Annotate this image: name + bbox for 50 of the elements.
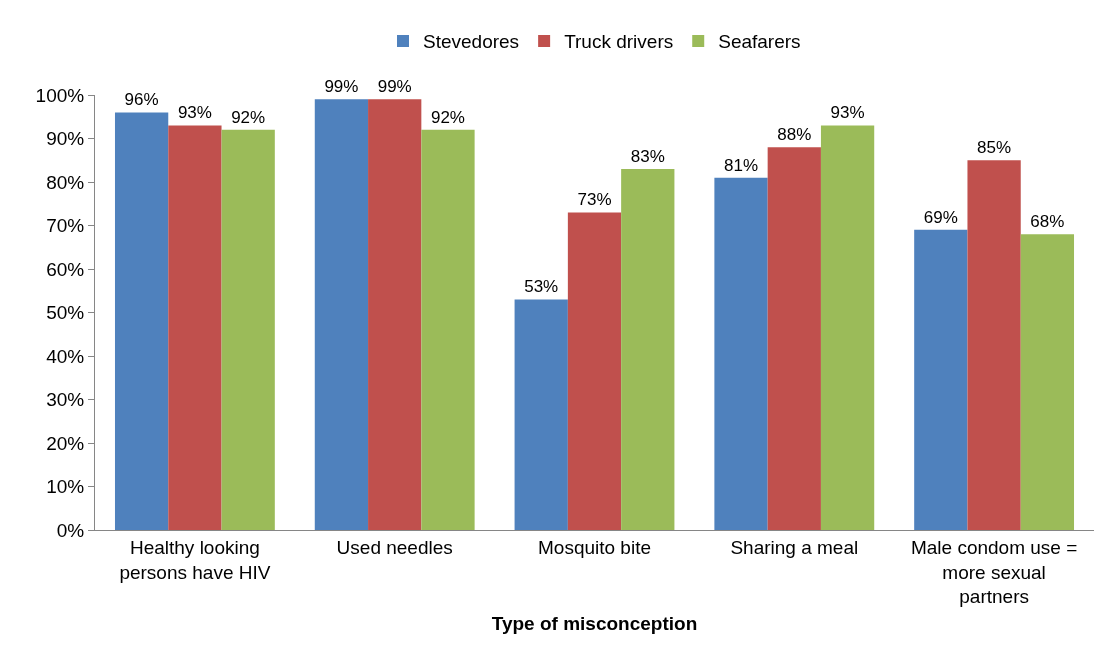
bar <box>914 229 968 530</box>
data-label: 93% <box>177 103 212 123</box>
y-tick-label: 90% <box>46 128 85 150</box>
bar <box>114 112 169 530</box>
y-tick-label: 50% <box>46 302 85 324</box>
y-tick-label: 0% <box>56 519 85 541</box>
bar <box>368 99 422 530</box>
data-label: 68% <box>1030 212 1065 232</box>
bar <box>567 212 622 530</box>
data-label: 96% <box>124 90 159 110</box>
x-axis-title: Type of misconception <box>491 613 698 634</box>
x-tick-label: Male condom use = more sexual partners <box>910 536 1078 608</box>
data-label: 53% <box>524 277 559 297</box>
data-label: 69% <box>923 207 958 227</box>
data-label: 92% <box>430 107 465 127</box>
y-tick-label: 10% <box>46 476 85 498</box>
data-label: 83% <box>630 146 665 166</box>
legend-label: Stevedores <box>423 31 520 53</box>
legend-label: Truck drivers <box>564 31 674 53</box>
bar <box>967 160 1021 530</box>
bar <box>314 99 369 530</box>
y-tick-label: 30% <box>46 389 85 411</box>
bar <box>714 177 768 530</box>
bar <box>514 299 568 530</box>
y-tick-label: 60% <box>46 258 85 280</box>
bar <box>421 129 475 530</box>
x-tick-label: Sharing a meal <box>730 536 859 558</box>
data-label: 99% <box>324 77 359 97</box>
x-tick-label: Used needles <box>336 536 453 558</box>
data-label: 85% <box>977 138 1012 158</box>
data-label: 73% <box>577 190 612 210</box>
y-tick-label: 100% <box>35 84 85 106</box>
bar <box>767 147 821 530</box>
y-tick-label: 20% <box>46 432 85 454</box>
data-label: 88% <box>777 125 812 145</box>
bar <box>221 129 275 530</box>
y-tick-label: 70% <box>46 215 85 237</box>
data-label: 81% <box>724 155 759 175</box>
x-tick-label: Healthy looking persons have HIV <box>119 536 271 583</box>
bar <box>621 168 675 530</box>
y-tick-label: 80% <box>46 171 85 193</box>
bar <box>168 125 222 530</box>
data-label: 93% <box>830 103 865 123</box>
y-tick-label: 40% <box>46 345 85 367</box>
legend-label: Seafarers <box>718 31 801 53</box>
data-label: 99% <box>377 77 412 97</box>
x-tick-label: Mosquito bite <box>537 536 652 558</box>
data-label: 92% <box>231 107 266 127</box>
bar <box>1020 234 1075 530</box>
bar <box>820 125 875 530</box>
